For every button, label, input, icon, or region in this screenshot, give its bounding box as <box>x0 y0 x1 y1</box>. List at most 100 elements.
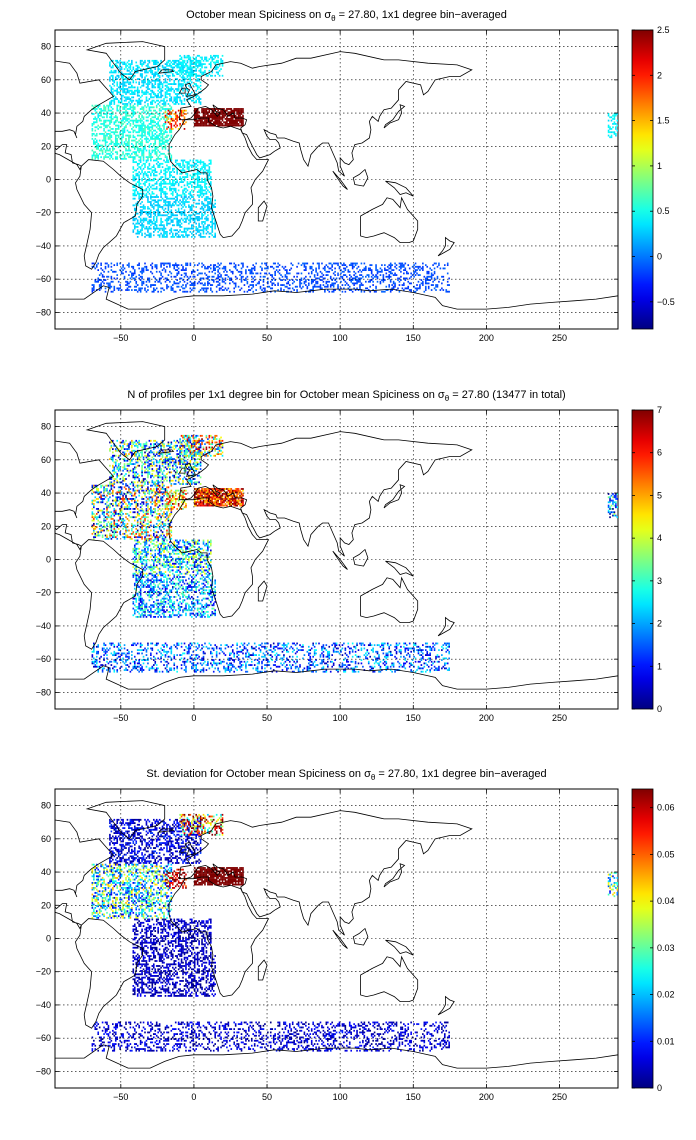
data-cell <box>417 267 420 270</box>
data-cell <box>169 104 171 107</box>
data-cell <box>125 119 127 122</box>
data-cell <box>201 181 203 183</box>
data-cell <box>215 64 218 67</box>
data-cell <box>123 453 126 455</box>
data-cell <box>123 474 126 477</box>
data-cell <box>147 159 149 162</box>
data-cell <box>110 113 113 115</box>
data-cell <box>136 476 139 479</box>
data-cell <box>185 219 187 222</box>
data-cell <box>310 279 313 281</box>
data-cell <box>433 270 436 273</box>
data-cell <box>192 161 195 164</box>
data-cell <box>152 93 155 95</box>
data-cell <box>116 139 119 142</box>
data-cell <box>160 264 162 267</box>
data-cell <box>201 109 203 112</box>
data-cell <box>141 453 143 455</box>
data-cell <box>166 217 168 220</box>
data-cell <box>100 126 102 129</box>
data-cell <box>183 78 186 80</box>
data-cell <box>218 282 221 285</box>
data-cell <box>132 109 135 112</box>
data-cell <box>201 179 203 182</box>
data-cell <box>114 128 117 130</box>
data-cell <box>192 73 195 75</box>
data-cell <box>147 63 149 66</box>
data-cell <box>310 282 313 285</box>
data-cell <box>220 123 222 125</box>
data-cell <box>160 191 162 193</box>
data-cell <box>154 182 157 185</box>
data-cell <box>231 121 234 124</box>
data-cell <box>233 121 236 124</box>
data-cell <box>319 284 322 286</box>
data-cell <box>231 270 234 273</box>
data-cell <box>185 264 187 267</box>
data-cell <box>202 172 205 175</box>
data-cell <box>344 274 347 276</box>
data-cell <box>193 162 196 165</box>
data-cell <box>128 98 130 100</box>
data-cell <box>139 161 142 164</box>
data-cell <box>145 126 148 129</box>
data-cell <box>185 64 187 67</box>
data-cell <box>161 162 164 165</box>
data-cell <box>259 287 262 290</box>
data-cell <box>201 71 203 74</box>
data-cell <box>135 71 138 74</box>
data-cell <box>189 78 192 80</box>
data-cell <box>139 229 142 232</box>
data-cell <box>104 131 107 134</box>
data-cell <box>182 169 184 172</box>
data-cell <box>214 219 216 222</box>
data-cell <box>191 189 193 192</box>
data-cell <box>207 207 209 210</box>
data-cell <box>198 74 200 77</box>
data-cell <box>171 187 174 190</box>
data-cell <box>166 196 168 198</box>
data-cell <box>196 54 199 57</box>
data-cell <box>97 142 100 145</box>
data-cell <box>133 108 136 110</box>
data-cell <box>112 152 114 155</box>
data-cell <box>196 194 199 197</box>
data-cell <box>401 265 404 268</box>
data-cell <box>299 284 301 286</box>
data-cell <box>230 277 233 280</box>
data-cell <box>198 230 200 233</box>
data-cell <box>135 137 138 140</box>
data-cell <box>147 103 149 105</box>
data-cell <box>204 186 206 188</box>
data-cell <box>113 121 116 124</box>
data-cell <box>185 69 187 72</box>
data-cell <box>271 265 274 268</box>
data-cell <box>152 196 155 198</box>
data-cell <box>183 272 186 275</box>
data-cell <box>400 265 402 268</box>
data-cell <box>381 269 383 272</box>
data-cell <box>198 54 200 57</box>
data-cell <box>234 275 237 278</box>
data-cell <box>152 109 155 112</box>
data-cell <box>193 235 196 238</box>
data-cell <box>220 121 222 124</box>
data-cell <box>116 88 119 90</box>
data-cell <box>204 284 206 286</box>
data-cell <box>139 137 142 140</box>
data-cell <box>138 267 140 270</box>
data-cell <box>150 96 152 99</box>
data-cell <box>155 111 158 114</box>
data-cell <box>103 275 105 278</box>
data-cell <box>160 224 162 227</box>
data-cell <box>426 277 429 280</box>
data-cell <box>217 61 219 64</box>
data-cell <box>204 114 206 117</box>
data-cell <box>154 146 157 149</box>
data-cell <box>185 274 187 276</box>
data-cell <box>119 144 121 147</box>
data-cell <box>196 123 199 125</box>
data-cell <box>144 164 146 167</box>
data-cell <box>119 481 121 484</box>
data-cell <box>120 142 123 145</box>
